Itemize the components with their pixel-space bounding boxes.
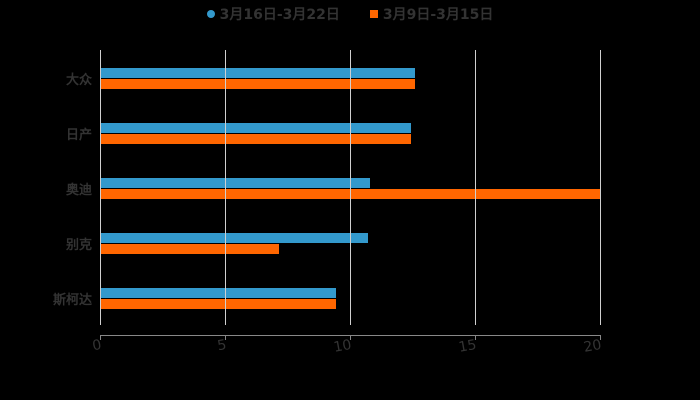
- bar-series-2[interactable]: [100, 298, 337, 309]
- legend-item-series-2[interactable]: 3月9日-3月15日: [369, 4, 494, 24]
- y-axis-label: 奥迪: [65, 182, 92, 198]
- x-axis-label: 20: [582, 337, 603, 356]
- legend-label: 3月16日-3月22日: [219, 7, 340, 23]
- gridline: [350, 50, 351, 325]
- x-axis-line: [100, 335, 600, 336]
- y-axis-label: 斯柯达: [52, 292, 92, 308]
- x-axis-label: 0: [91, 337, 103, 355]
- x-axis-tick: [100, 335, 101, 340]
- gridline: [225, 50, 226, 325]
- x-axis-label: 5: [216, 337, 228, 355]
- x-axis-tick: [350, 335, 351, 340]
- chart-legend: 3月16日-3月22日 3月9日-3月15日: [0, 4, 700, 24]
- square-marker-icon: [369, 10, 378, 18]
- bar-series-1[interactable]: [100, 232, 368, 243]
- bar-series-1[interactable]: [100, 122, 412, 133]
- x-axis-label: 10: [332, 337, 353, 356]
- bar-series-2[interactable]: [100, 78, 415, 89]
- circle-marker-icon: [206, 10, 215, 18]
- bar-series-2[interactable]: [100, 133, 412, 144]
- y-axis-label: 大众: [65, 72, 92, 88]
- y-axis-label: 别克: [65, 237, 92, 253]
- bar-series-2[interactable]: [100, 243, 279, 254]
- x-axis-label: 15: [457, 337, 478, 356]
- gridline: [475, 50, 476, 325]
- x-axis-tick: [225, 335, 226, 340]
- gridline: [600, 50, 601, 325]
- x-axis-tick: [600, 335, 601, 340]
- bar-series-1[interactable]: [100, 177, 370, 188]
- bar-series-1[interactable]: [100, 67, 415, 78]
- x-axis-tick: [475, 335, 476, 340]
- y-axis-line: [100, 50, 101, 325]
- y-axis-label: 日产: [65, 127, 92, 143]
- bar-series-1[interactable]: [100, 287, 337, 298]
- legend-item-series-1[interactable]: 3月16日-3月22日: [206, 4, 340, 24]
- legend-label: 3月9日-3月15日: [382, 7, 494, 23]
